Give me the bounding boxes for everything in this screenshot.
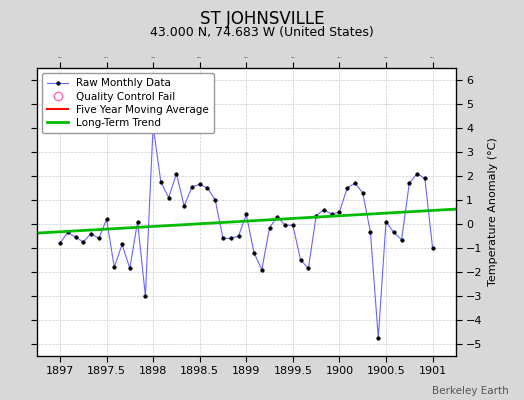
Raw Monthly Data [274,214,280,219]
Raw Monthly Data [72,235,79,240]
Raw Monthly Data [422,176,428,181]
Raw Monthly Data [119,242,125,247]
Raw Monthly Data [406,181,412,186]
Raw Monthly Data [135,219,141,224]
Raw Monthly Data [375,336,381,340]
Raw Monthly Data [196,182,203,187]
Raw Monthly Data [398,237,405,242]
Raw Monthly Data [414,171,420,176]
Raw Monthly Data [313,213,319,218]
Raw Monthly Data [127,266,133,271]
Raw Monthly Data [227,236,234,241]
Text: ST JOHNSVILLE: ST JOHNSVILLE [200,10,324,28]
Raw Monthly Data [57,241,63,246]
Raw Monthly Data [64,230,71,235]
Raw Monthly Data [298,258,304,262]
Raw Monthly Data [290,223,296,228]
Raw Monthly Data [367,230,374,235]
Raw Monthly Data [158,180,164,184]
Raw Monthly Data [359,190,366,195]
Raw Monthly Data [321,207,327,212]
Raw Monthly Data [212,198,219,202]
Raw Monthly Data [96,236,102,241]
Raw Monthly Data [430,246,436,250]
Raw Monthly Data [142,294,148,298]
Raw Monthly Data [173,171,180,176]
Raw Monthly Data [189,184,195,189]
Raw Monthly Data [336,210,343,214]
Raw Monthly Data [266,225,272,230]
Raw Monthly Data [282,223,288,228]
Raw Monthly Data [329,212,335,217]
Text: Berkeley Earth: Berkeley Earth [432,386,508,396]
Raw Monthly Data [150,123,156,128]
Raw Monthly Data [88,231,94,236]
Text: 43.000 N, 74.683 W (United States): 43.000 N, 74.683 W (United States) [150,26,374,39]
Raw Monthly Data [305,266,312,271]
Raw Monthly Data [243,212,249,217]
Raw Monthly Data [344,186,351,190]
Raw Monthly Data [390,230,397,235]
Raw Monthly Data [220,236,226,241]
Raw Monthly Data [251,250,257,255]
Raw Monthly Data [181,204,187,208]
Raw Monthly Data [204,186,211,190]
Raw Monthly Data [166,195,172,200]
Legend: Raw Monthly Data, Quality Control Fail, Five Year Moving Average, Long-Term Tren: Raw Monthly Data, Quality Control Fail, … [42,73,214,133]
Raw Monthly Data [103,217,110,222]
Line: Raw Monthly Data: Raw Monthly Data [58,124,434,340]
Raw Monthly Data [111,265,117,270]
Raw Monthly Data [80,240,86,244]
Raw Monthly Data [235,234,242,238]
Y-axis label: Temperature Anomaly (°C): Temperature Anomaly (°C) [488,138,498,286]
Raw Monthly Data [352,181,358,186]
Raw Monthly Data [259,267,265,272]
Raw Monthly Data [383,219,389,224]
